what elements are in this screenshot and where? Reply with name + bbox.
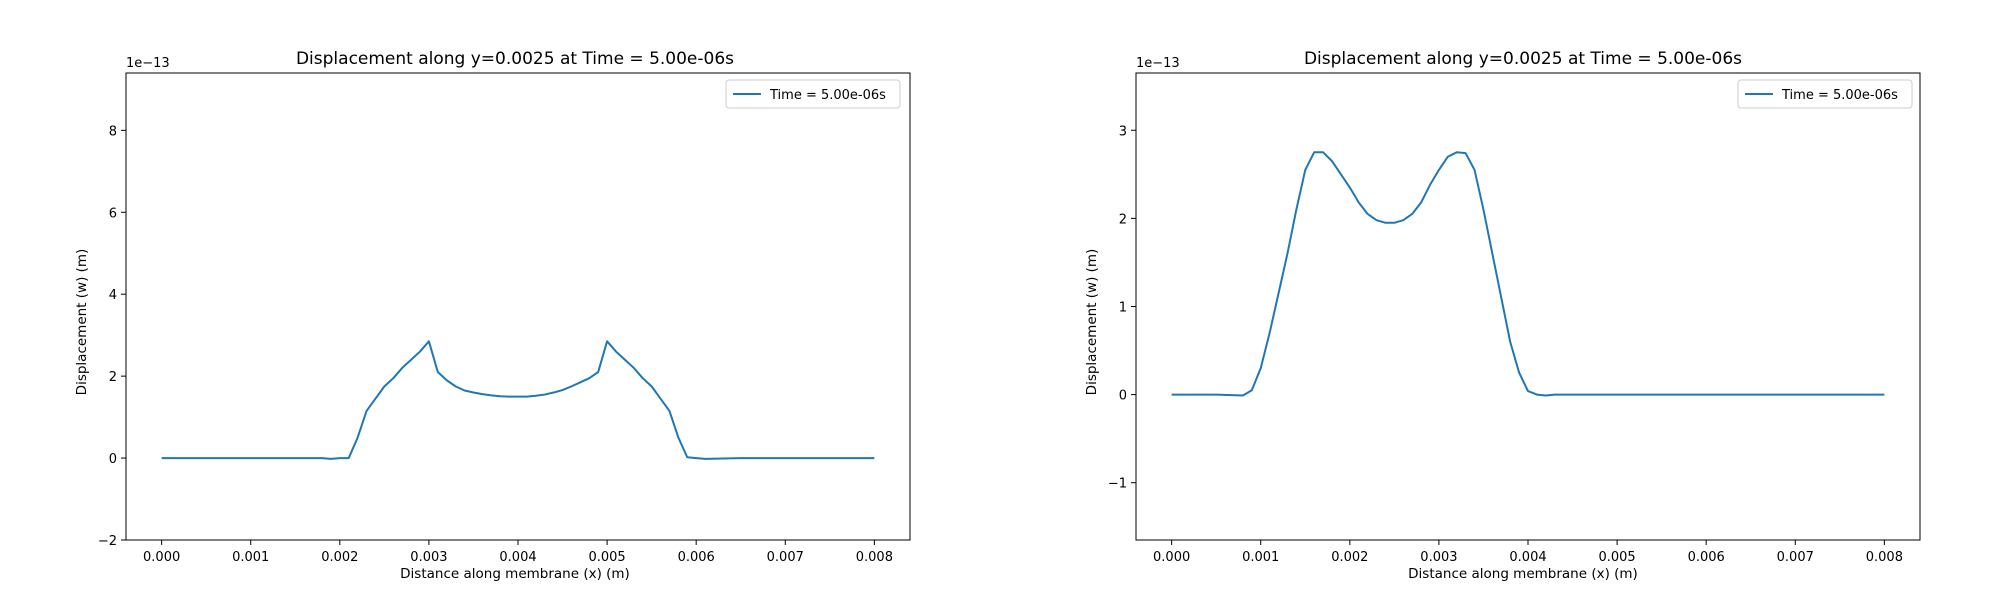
y-tick-label: 2 (109, 370, 117, 385)
y-offset-label: 1e−13 (126, 56, 170, 71)
x-tick-label: 0.002 (321, 550, 358, 565)
chart-left: Displacement along y=0.0025 at Time = 5.… (74, 49, 911, 582)
x-tick-label: 0.000 (1153, 550, 1190, 565)
chart-title: Displacement along y=0.0025 at Time = 5.… (296, 49, 734, 69)
plot-area: 0.000 0.001 0.002 0.003 0.004 0.005 0.006 0.007… (1108, 72, 1921, 565)
x-tick-label: 0.002 (1331, 550, 1368, 565)
series-line-0 (161, 340, 875, 460)
x-tick-label: 0.000 (143, 550, 180, 565)
x-axis-label: Distance along membrane (x) (m) (400, 566, 630, 582)
y-tick-label: −2 (98, 534, 117, 549)
y-axis-label: Displacement (w) (m) (74, 249, 90, 396)
x-axis-label: Distance along membrane (x) (m) (1408, 566, 1638, 582)
legend: Time = 5.00e-06s (1737, 79, 1913, 109)
y-tick-label: 6 (109, 206, 117, 221)
legend-box (1737, 79, 1913, 109)
x-tick-label: 0.008 (1866, 550, 1903, 565)
y-tick-label: −1 (1108, 477, 1127, 492)
x-tick-label: 0.007 (767, 550, 804, 565)
y-axis-label: Displacement (w) (m) (1084, 249, 1100, 396)
chart-title: Displacement along y=0.0025 at Time = 5.… (1304, 49, 1742, 69)
legend: Time = 5.00e-06s (725, 79, 901, 109)
legend-label: Time = 5.00e-06s (769, 88, 886, 103)
x-tick-label: 0.006 (678, 550, 715, 565)
x-tick-label: 0.005 (588, 550, 625, 565)
y-offset-label: 1e−13 (1136, 56, 1180, 71)
x-tick-label: 0.001 (1242, 550, 1279, 565)
x-tick-label: 0.004 (1509, 550, 1546, 565)
y-tick-label: 1 (1119, 301, 1127, 316)
plot-area: 0.000 0.001 0.002 0.003 0.004 0.005 0.006 0.007… (98, 72, 911, 565)
legend-box (725, 79, 901, 109)
y-tick-label: 4 (109, 288, 117, 303)
legend-label: Time = 5.00e-06s (1781, 88, 1898, 103)
x-tick-label: 0.004 (499, 550, 536, 565)
chart-right: Displacement along y=0.0025 at Time = 5.… (1084, 49, 1921, 582)
y-tick-label: 2 (1119, 212, 1127, 227)
x-tick-label: 0.003 (410, 550, 447, 565)
y-tick-label: 0 (109, 452, 117, 467)
x-tick-label: 0.007 (1777, 550, 1814, 565)
x-tick-label: 0.001 (232, 550, 269, 565)
y-tick-label: 3 (1119, 124, 1127, 139)
x-tick-label: 0.008 (856, 550, 893, 565)
y-tick-label: 8 (109, 124, 117, 139)
x-tick-label: 0.003 (1420, 550, 1457, 565)
series-line-0 (1171, 151, 1885, 397)
x-tick-label: 0.006 (1688, 550, 1725, 565)
x-tick-label: 0.005 (1598, 550, 1635, 565)
y-tick-label: 0 (1119, 389, 1127, 404)
